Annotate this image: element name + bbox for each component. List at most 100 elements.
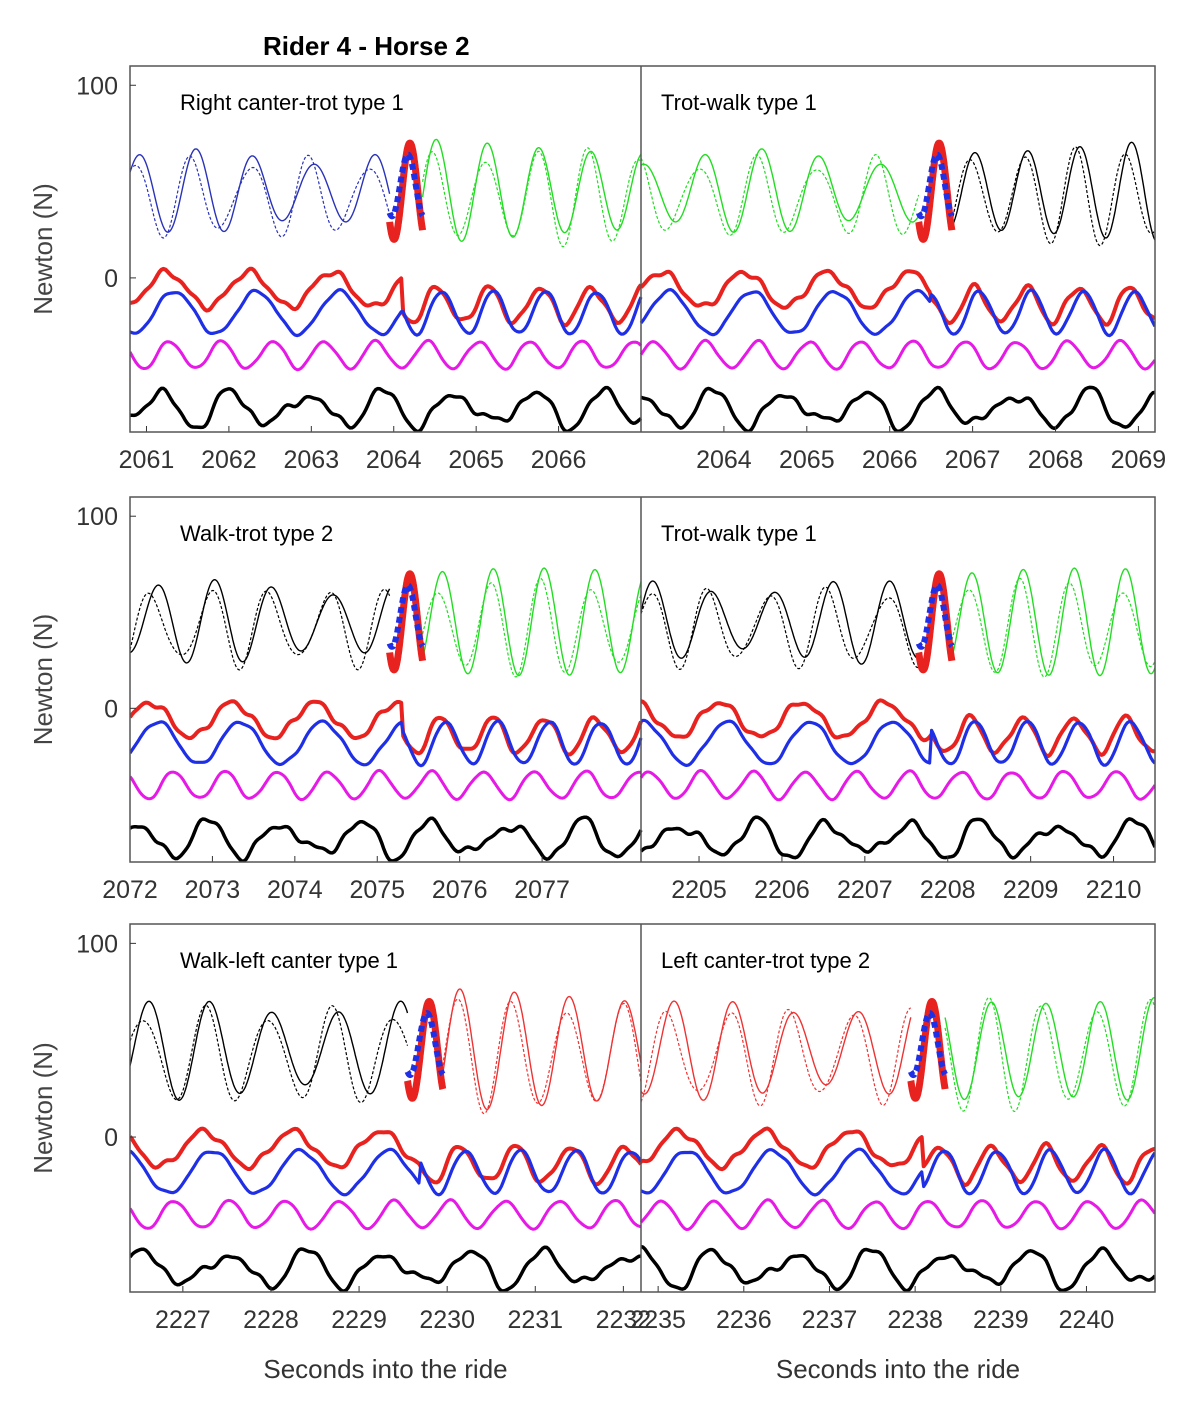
after-trace-dotted-right-row-2 — [951, 577, 1155, 678]
blue-series-right-row-2 — [640, 718, 1155, 767]
xtick-label-right-row-3-5: 2240 — [1059, 1306, 1115, 1334]
blue-series-left-row-2 — [130, 719, 643, 768]
red-series-right-row-1 — [639, 268, 1155, 327]
blue-series-right-row-3 — [640, 1147, 1155, 1197]
blue-series-left-row-1 — [130, 288, 643, 338]
xtick-label-right-row-3-4: 2239 — [973, 1306, 1029, 1334]
after-trace-dotted-right-row-3 — [944, 997, 1155, 1113]
annotation-right-row-3: Left canter-trot type 2 — [661, 948, 870, 973]
xtick-label-left-row-2-3: 2075 — [349, 876, 405, 904]
black-series-left-row-3 — [130, 1245, 642, 1292]
after-trace-dotted-left-row-2 — [422, 577, 642, 678]
xtick-label-right-row-2-4: 2209 — [1003, 876, 1059, 904]
after-trace-left-row-2 — [421, 567, 642, 677]
black-series-left-row-1 — [130, 385, 643, 432]
magenta-series-left-row-1 — [130, 338, 643, 372]
after-trace-left-row-3 — [442, 988, 642, 1111]
xtick-label-right-row-2-1: 2206 — [754, 876, 810, 904]
xtick-label-right-row-3-3: 2238 — [887, 1306, 943, 1334]
ytick-label-row-2-0: 0 — [104, 695, 118, 723]
magenta-series-right-row-1 — [639, 338, 1155, 371]
xtick-label-left-row-2-1: 2073 — [185, 876, 241, 904]
transition-blue-right-row-2 — [915, 582, 955, 650]
before-trace-right-row-3 — [640, 1000, 912, 1101]
axes-frame-row-3 — [129, 923, 1156, 1293]
plot-area-row-1 — [130, 138, 1155, 432]
plot-area-row-2 — [130, 567, 1155, 862]
before-trace-right-row-2 — [640, 580, 919, 665]
black-series-right-row-2 — [639, 815, 1155, 860]
after-trace-right-row-2 — [951, 567, 1155, 677]
annotation-right-row-1: Trot-walk type 1 — [661, 90, 817, 115]
xtick-label-right-row-1-0: 2064 — [696, 446, 752, 474]
xtick-label-left-row-3-5: 2232 — [596, 1306, 652, 1334]
after-trace-dotted-left-row-1 — [422, 147, 642, 248]
annotation-left-row-2: Walk-trot type 2 — [180, 521, 333, 546]
xtick-label-left-row-3-2: 2229 — [331, 1306, 387, 1334]
before-trace-dotted-right-row-3 — [640, 1007, 912, 1107]
y-axis-label-row-2: Newton (N) — [28, 614, 58, 745]
magenta-series-right-row-2 — [639, 769, 1155, 802]
xtick-label-right-row-1-2: 2066 — [862, 446, 918, 474]
transition-blue-left-row-2 — [386, 582, 426, 650]
xtick-label-right-row-3-2: 2237 — [802, 1306, 858, 1334]
annotation-left-row-1: Right canter-trot type 1 — [180, 90, 404, 115]
xtick-label-right-row-3-1: 2236 — [716, 1306, 772, 1334]
y-axis-label-row-3: Newton (N) — [28, 1042, 58, 1173]
xtick-label-left-row-2-5: 2077 — [514, 876, 570, 904]
before-trace-dotted-left-row-2 — [130, 588, 391, 671]
xtick-label-left-row-1-3: 2064 — [366, 446, 422, 474]
after-trace-dotted-right-row-1 — [951, 146, 1155, 247]
before-trace-dotted-left-row-3 — [130, 1004, 409, 1104]
blue-series-left-row-3 — [130, 1147, 643, 1197]
xtick-label-left-row-3-4: 2231 — [507, 1306, 563, 1334]
xtick-label-right-row-2-5: 2210 — [1086, 876, 1142, 904]
xtick-label-right-row-2-2: 2207 — [837, 876, 893, 904]
black-series-right-row-3 — [640, 1244, 1155, 1292]
xtick-label-left-row-2-4: 2076 — [432, 876, 488, 904]
red-series-right-row-2 — [640, 698, 1155, 759]
transition-red-right-row-3 — [907, 998, 949, 1102]
after-trace-left-row-1 — [421, 138, 642, 242]
xtick-label-right-row-1-5: 2069 — [1111, 446, 1167, 474]
axes-frame-row-2 — [129, 496, 1156, 863]
ytick-label-row-1-1: 100 — [76, 72, 118, 100]
xtick-label-left-row-1-4: 2065 — [448, 446, 504, 474]
transition-blue-right-row-3 — [908, 1010, 948, 1079]
xtick-label-right-row-1-1: 2065 — [779, 446, 835, 474]
magenta-series-left-row-2 — [130, 768, 642, 802]
annotation-right-row-2: Trot-walk type 1 — [661, 521, 817, 546]
transition-blue-left-row-3 — [404, 1010, 446, 1079]
xtick-label-left-row-1-2: 2063 — [284, 446, 340, 474]
plot-area-row-3 — [130, 988, 1155, 1292]
panel-row-3: Walk-left canter type 1 2227 2228 2229 2230 2… — [28, 923, 1156, 1384]
after-trace-right-row-3 — [944, 997, 1155, 1101]
black-series-right-row-1 — [640, 385, 1155, 432]
transition-red-left-row-3 — [404, 998, 447, 1102]
xtick-label-left-row-3-0: 2227 — [155, 1306, 211, 1334]
xtick-label-left-row-2-0: 2072 — [102, 876, 158, 904]
before-trace-left-row-2 — [130, 579, 391, 664]
panel-row-1: Right canter-trot type 1 2061 2062 2063 2064… — [28, 65, 1167, 474]
after-trace-dotted-left-row-3 — [442, 998, 642, 1115]
xtick-label-right-row-2-3: 2208 — [920, 876, 976, 904]
ytick-label-row-2-1: 100 — [76, 503, 118, 531]
chart-title: Rider 4 - Horse 2 — [263, 31, 470, 61]
xtick-label-left-row-1-1: 2062 — [201, 446, 257, 474]
transition-blue-right-row-1 — [915, 151, 955, 220]
xtick-label-left-row-3-3: 2230 — [419, 1306, 475, 1334]
before-trace-dotted-left-row-1 — [130, 154, 391, 239]
xtick-label-right-row-3-0: 2235 — [630, 1306, 686, 1334]
before-trace-left-row-1 — [130, 148, 391, 233]
before-trace-right-row-1 — [640, 148, 920, 233]
x-axis-label-left: Seconds into the ride — [263, 1354, 507, 1384]
before-trace-dotted-right-row-2 — [640, 586, 919, 670]
xtick-label-left-row-2-2: 2074 — [267, 876, 323, 904]
panel-row-2: Walk-trot type 2 2072 2073 2074 2075 2076 2077… — [28, 496, 1156, 904]
magenta-series-left-row-3 — [130, 1198, 642, 1231]
xtick-label-left-row-1-5: 2066 — [531, 446, 587, 474]
xtick-label-left-row-3-1: 2228 — [243, 1306, 299, 1334]
panels-group: Right canter-trot type 1 2061 2062 2063 2064… — [28, 65, 1167, 1384]
before-trace-dotted-right-row-1 — [640, 154, 920, 236]
